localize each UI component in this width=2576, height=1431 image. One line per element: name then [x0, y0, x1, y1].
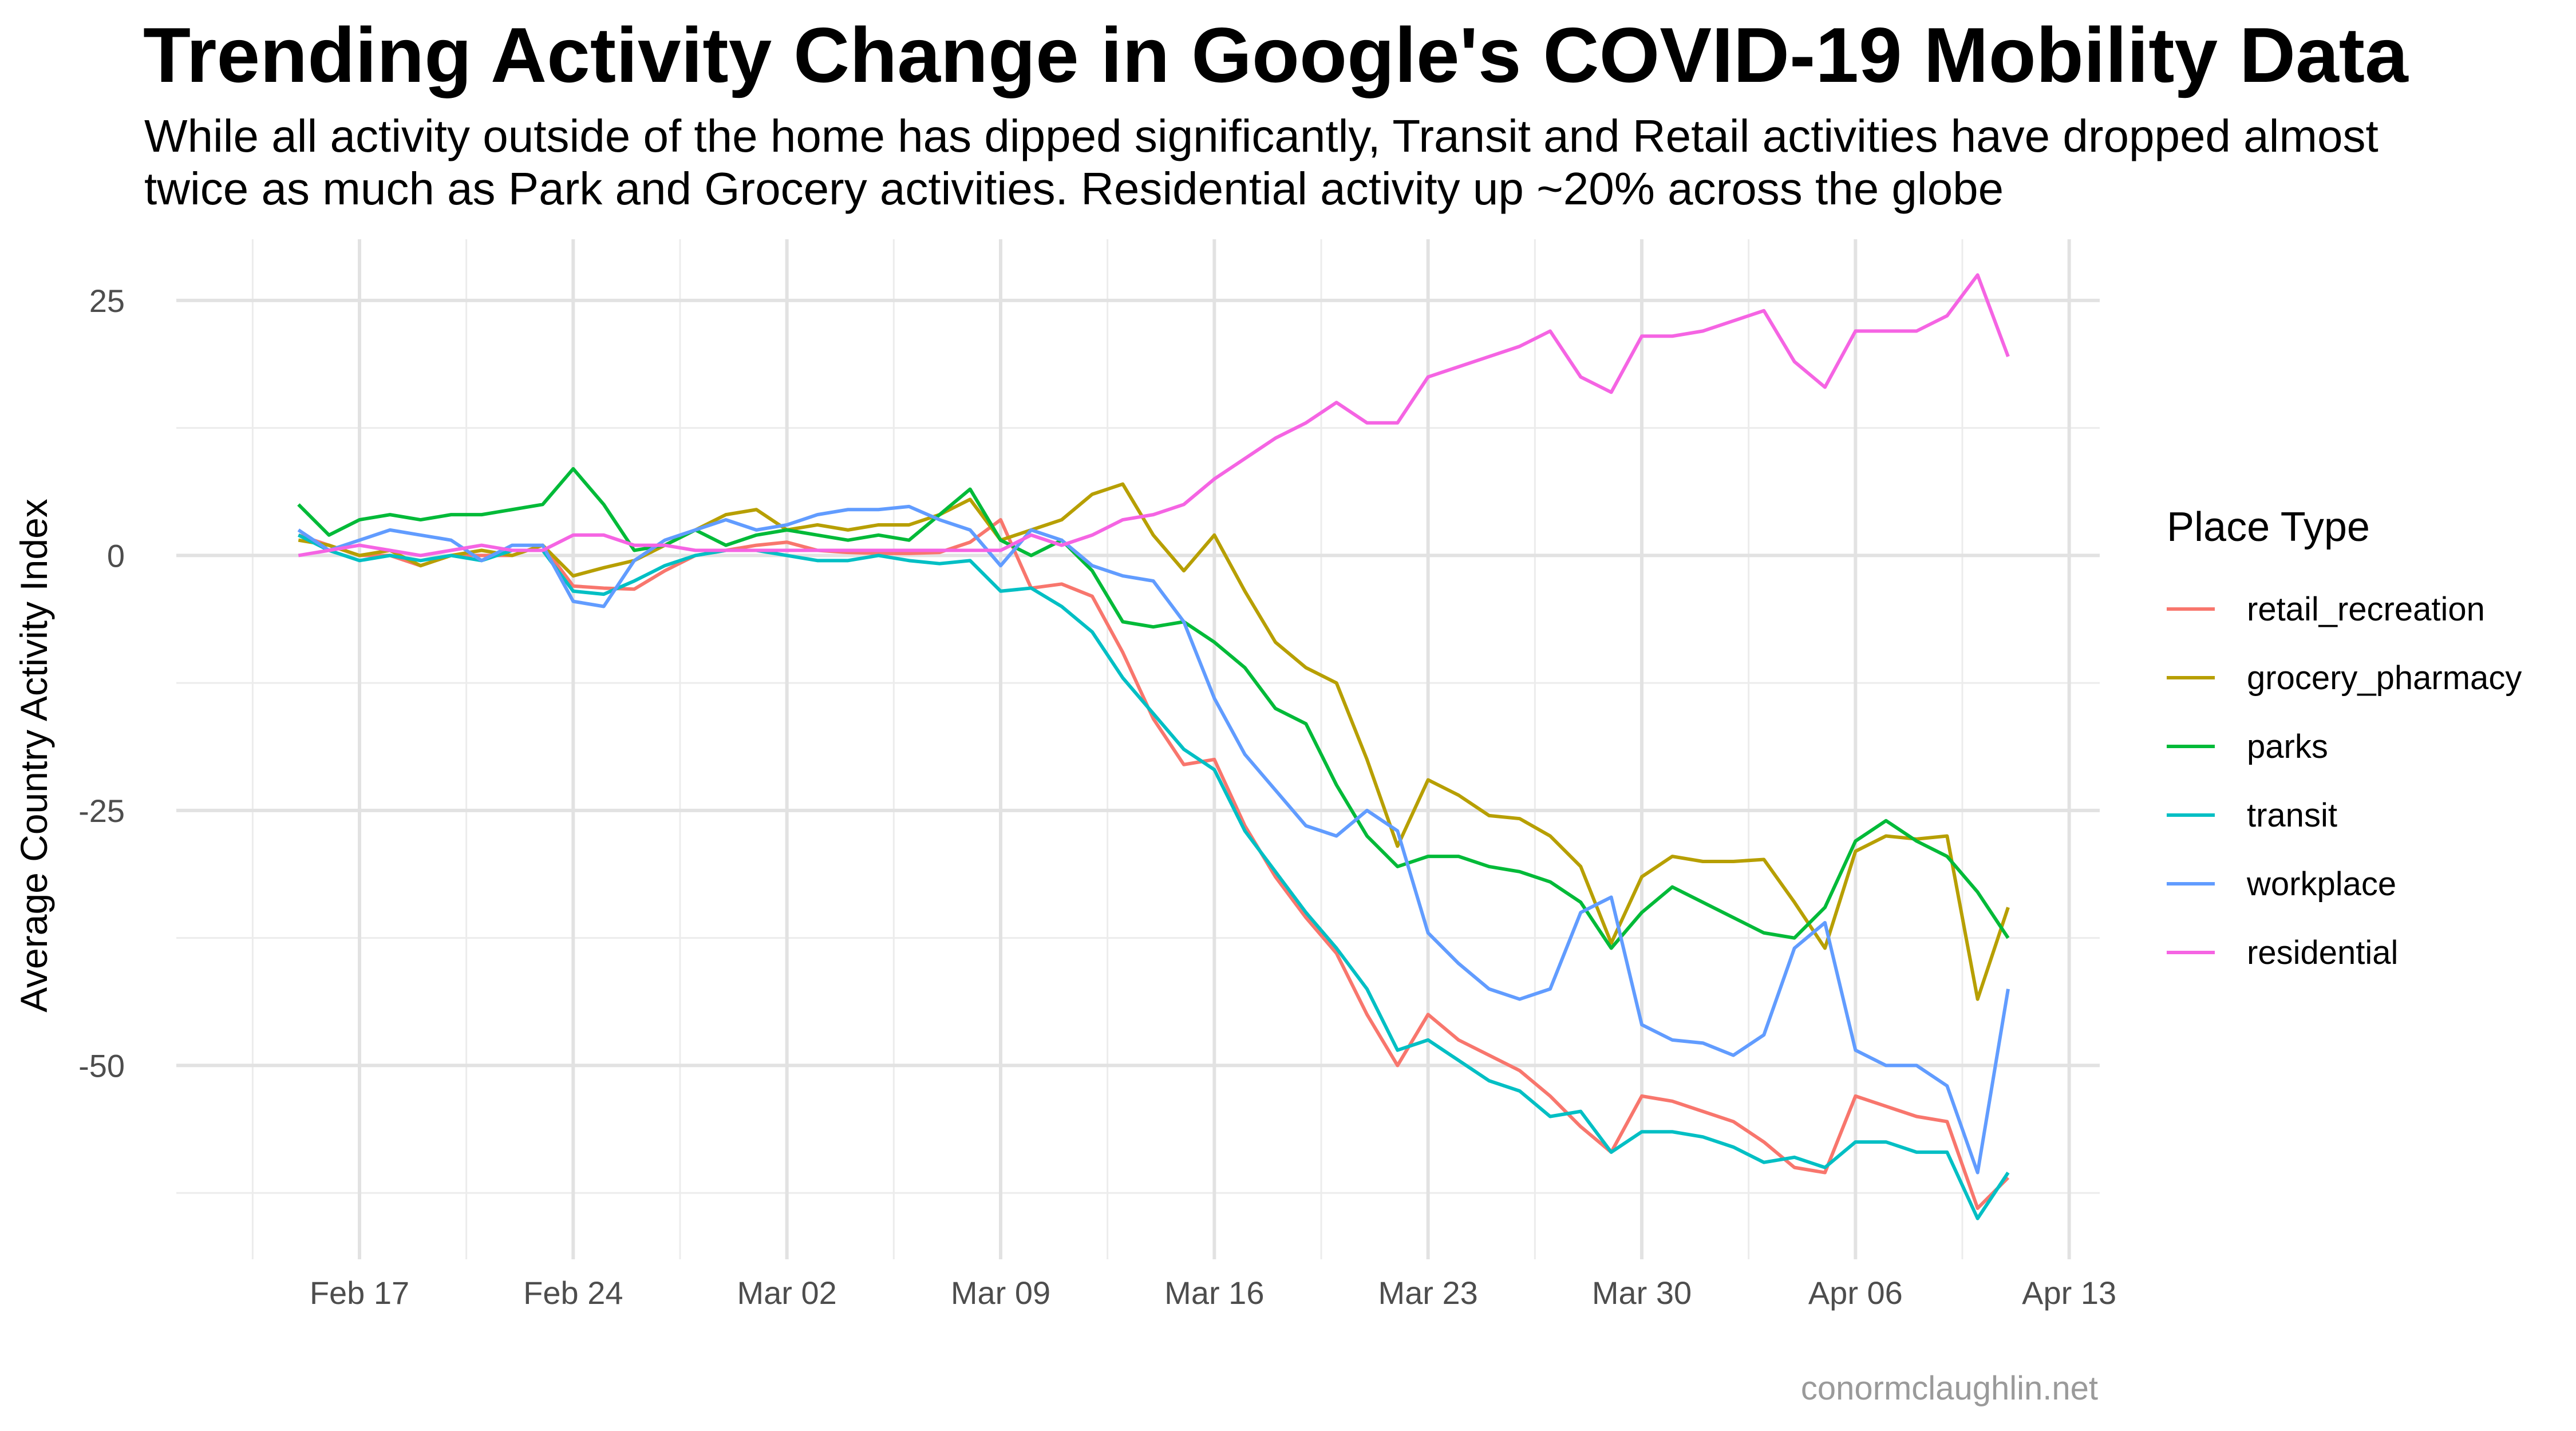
legend-key — [2167, 951, 2215, 954]
legend-item-residential: residential — [2167, 918, 2522, 987]
y-axis-title: Average Country Activity Index — [13, 499, 55, 1013]
legend-item-grocery_pharmacy: grocery_pharmacy — [2167, 643, 2522, 712]
x-tick-label: Mar 30 — [1592, 1275, 1692, 1311]
series-line-transit — [297, 533, 2010, 1220]
legend: Place Type retail_recreation grocery_phar… — [2167, 504, 2522, 987]
legend-label: workplace — [2247, 865, 2397, 903]
legend-item-retail_recreation: retail_recreation — [2167, 575, 2522, 643]
legend-label: residential — [2247, 934, 2399, 971]
series-line-grocery_pharmacy — [298, 482, 2010, 1001]
subtitle-line-2: twice as much as Park and Grocery activi… — [144, 163, 2004, 214]
grid-minor — [176, 239, 2100, 1259]
legend-key — [2167, 676, 2215, 679]
legend-label: transit — [2247, 796, 2337, 834]
chart-subtitle: While all activity outside of the home h… — [144, 110, 2549, 215]
x-tick-label: Feb 17 — [310, 1275, 409, 1311]
x-tick-label: Mar 23 — [1378, 1275, 1478, 1311]
legend-key — [2167, 813, 2215, 817]
y-tick-label: -50 — [78, 1047, 125, 1084]
legend-label: retail_recreation — [2247, 590, 2485, 628]
y-tick-label: -25 — [78, 793, 125, 829]
legend-item-transit: transit — [2167, 781, 2522, 849]
x-tick-label: Apr 13 — [2022, 1275, 2116, 1311]
subtitle-line-1: While all activity outside of the home h… — [144, 110, 2379, 161]
series-line-residential — [298, 273, 2010, 558]
series-line-parks — [297, 467, 2010, 950]
series-lines — [297, 273, 2010, 1220]
x-tick-label: Apr 06 — [1808, 1275, 1903, 1311]
legend-label: grocery_pharmacy — [2247, 659, 2522, 697]
legend-key — [2167, 607, 2215, 611]
legend-key — [2167, 882, 2215, 886]
y-tick-label: 0 — [107, 537, 125, 574]
x-tick-label: Feb 24 — [523, 1275, 623, 1311]
series-line-workplace — [297, 504, 2010, 1175]
legend-title: Place Type — [2167, 504, 2370, 550]
legend-label: parks — [2247, 728, 2328, 765]
x-tick-labels: Feb 17 Feb 24 Mar 02 Mar 09 Mar 16 Mar 23 Mar … — [310, 1275, 2116, 1311]
y-tick-labels: 25 0 -25 -50 — [78, 283, 125, 1084]
legend-key — [2167, 745, 2215, 748]
x-tick-label: Mar 02 — [737, 1275, 837, 1311]
chart-title: Trending Activity Change in Google's COV… — [143, 11, 2408, 98]
legend-item-parks: parks — [2167, 712, 2522, 781]
legend-item-workplace: workplace — [2167, 849, 2522, 918]
grid-major — [176, 239, 2100, 1259]
caption: conormclaughlin.net — [1800, 1370, 2098, 1407]
y-tick-label: 25 — [89, 283, 125, 319]
x-tick-label: Mar 09 — [951, 1275, 1050, 1311]
series-line-retail_recreation — [298, 518, 2010, 1210]
x-tick-label: Mar 16 — [1164, 1275, 1264, 1311]
